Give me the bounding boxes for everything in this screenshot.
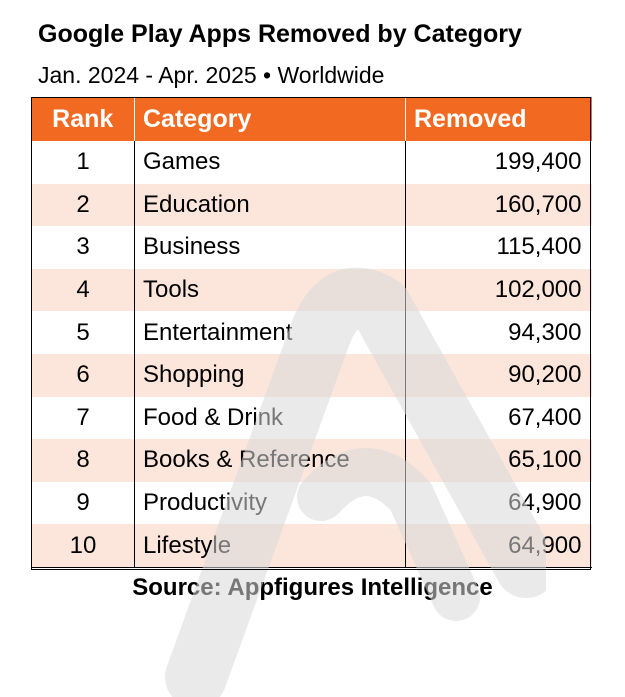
rank-cell: 2 <box>31 183 135 227</box>
table-row: 3 Business 115,400 <box>31 226 592 269</box>
rank-cell: 6 <box>31 353 135 397</box>
table-row: 4 Tools 102,000 <box>31 268 592 312</box>
rank-cell: 1 <box>31 141 135 184</box>
category-cell: Lifestyle <box>134 524 406 568</box>
table-row: 9 Productivity 64,900 <box>31 481 592 525</box>
table-row: 10 Lifestyle 64,900 <box>31 524 592 568</box>
rank-cell: 4 <box>31 268 135 312</box>
removed-cell: 199,400 <box>405 141 592 184</box>
table-row: 5 Entertainment 94,300 <box>31 311 592 354</box>
table-body: 1 Games 199,400 2 Education 160,700 3 Business 1… <box>31 141 592 568</box>
category-cell: Tools <box>134 268 406 312</box>
removed-cell: 115,400 <box>405 226 592 269</box>
category-cell: Entertainment <box>134 311 406 354</box>
rank-cell: 8 <box>31 439 135 482</box>
table-row: 2 Education 160,700 <box>31 183 592 227</box>
chart-title: Google Play Apps Removed by Category <box>38 20 522 48</box>
rank-cell: 9 <box>31 481 135 525</box>
table-container: Rank Category Removed 1 Games 199,400 2 Educ… <box>31 97 592 697</box>
table-row: 7 Food & Drink 67,400 <box>31 396 592 440</box>
table-row: 8 Books & Reference 65,100 <box>31 439 592 482</box>
category-cell: Food & Drink <box>134 396 406 440</box>
removed-cell: 90,200 <box>405 353 592 397</box>
category-cell: Shopping <box>134 353 406 397</box>
category-cell: Education <box>134 183 406 227</box>
category-cell: Books & Reference <box>134 439 406 482</box>
removed-cell: 102,000 <box>405 268 592 312</box>
rank-cell: 5 <box>31 311 135 354</box>
removed-apps-table: Rank Category Removed 1 Games 199,400 2 Educ… <box>31 97 592 568</box>
category-cell: Games <box>134 141 406 184</box>
column-header-category: Category <box>134 97 406 141</box>
removed-cell: 65,100 <box>405 439 592 482</box>
column-header-rank: Rank <box>31 97 135 141</box>
rank-cell: 7 <box>31 396 135 440</box>
category-cell: Business <box>134 226 406 269</box>
table-row: 6 Shopping 90,200 <box>31 353 592 397</box>
chart-subtitle: Jan. 2024 - Apr. 2025 • Worldwide <box>38 62 385 88</box>
column-header-removed: Removed <box>405 97 592 141</box>
source-note: Source: Appfigures Intelligence <box>132 574 493 601</box>
removed-cell: 94,300 <box>405 311 592 354</box>
removed-cell: 64,900 <box>405 481 592 525</box>
category-cell: Productivity <box>134 481 406 525</box>
rank-cell: 3 <box>31 226 135 269</box>
table-row: 1 Games 199,400 <box>31 141 592 184</box>
table-header-row: Rank Category Removed <box>31 97 592 141</box>
removed-cell: 67,400 <box>405 396 592 440</box>
removed-cell: 64,900 <box>405 524 592 568</box>
rank-cell: 10 <box>31 524 135 568</box>
removed-cell: 160,700 <box>405 183 592 227</box>
